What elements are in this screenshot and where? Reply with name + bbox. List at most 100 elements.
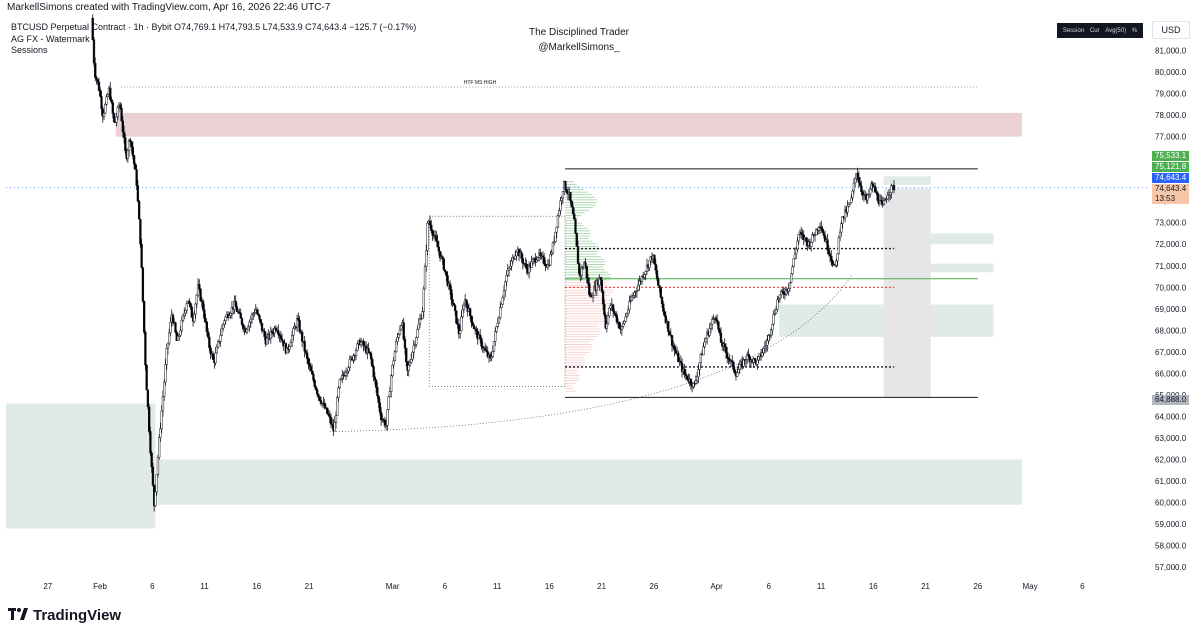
candle-body <box>571 206 575 215</box>
candle-body <box>290 335 294 343</box>
candle-body <box>683 368 686 375</box>
candle-body <box>374 379 378 388</box>
candle-body <box>556 215 560 228</box>
candle-body <box>190 306 193 318</box>
candle-body <box>578 263 581 275</box>
candle-body <box>851 190 854 199</box>
candle-body <box>811 234 814 243</box>
candle-body <box>778 294 782 299</box>
candle-body <box>648 260 651 268</box>
indicator-watermark-legend[interactable]: AG FX - Watermark <box>11 34 90 44</box>
candle-body <box>422 288 425 312</box>
candle-body <box>300 331 304 342</box>
candle-body <box>411 351 414 360</box>
candle-body <box>149 431 152 454</box>
volume-profile-bar <box>565 331 601 333</box>
candle-body <box>122 131 126 139</box>
candle-body <box>800 231 803 235</box>
y-tick-label: 73,000.0 <box>1155 219 1187 228</box>
candle-body <box>885 198 888 200</box>
candle-body <box>129 139 132 142</box>
watermark-title: The Disciplined Trader <box>528 27 630 38</box>
candle-body <box>388 391 392 397</box>
candle-body <box>551 242 555 254</box>
candle-body <box>142 300 146 333</box>
candle-body <box>714 317 718 321</box>
currency-selector[interactable]: USD <box>1152 21 1190 39</box>
candle-body <box>860 185 863 193</box>
candle-body <box>535 259 538 263</box>
candle-body <box>628 301 631 311</box>
candle-body <box>561 191 565 199</box>
tradingview-logo-icon <box>8 607 28 624</box>
candle-body <box>199 288 202 302</box>
candle-body <box>316 389 319 395</box>
x-tick-label: Mar <box>386 582 400 591</box>
symbol-legend[interactable]: BTCUSD Perpetual Contract · 1h · Bybit O… <box>11 22 417 32</box>
y-tick-label: 63,000.0 <box>1155 434 1187 443</box>
candle-body <box>836 253 839 262</box>
candle-body <box>198 284 201 290</box>
price-tag-green-second: 75,121.8 <box>1152 162 1189 172</box>
candle-body <box>570 200 573 208</box>
volume-profile-bar <box>565 300 610 302</box>
candle-body <box>402 322 405 340</box>
candle-body <box>465 299 468 306</box>
candle-body <box>554 231 557 242</box>
candle-body <box>239 312 242 319</box>
candle-body <box>838 231 842 238</box>
volume-profile-bar <box>565 344 592 345</box>
supply-zone <box>115 112 1022 137</box>
candle-body <box>821 228 824 234</box>
candle-body <box>627 309 630 315</box>
candle-body <box>415 337 418 345</box>
y-tick-label: 72,000.0 <box>1155 240 1187 249</box>
candle-body <box>601 291 605 305</box>
candle-body <box>472 324 476 329</box>
candle-body <box>428 220 432 226</box>
candle-body <box>585 265 588 279</box>
candle-body <box>211 353 215 360</box>
candle-body <box>847 203 851 207</box>
candle-body <box>504 281 507 291</box>
candle-body <box>161 396 165 412</box>
candle-body <box>723 343 726 348</box>
candle-body <box>371 358 374 367</box>
candle-body <box>288 346 291 350</box>
volume-profile-bar <box>565 362 586 364</box>
candle-body <box>827 249 830 255</box>
candle-body <box>159 428 162 438</box>
candle-body <box>866 194 869 201</box>
candle-body <box>810 241 813 247</box>
indicator-sessions-legend[interactable]: Sessions <box>11 45 48 55</box>
candle-body <box>726 352 729 359</box>
candle-body <box>469 308 472 317</box>
candle-body <box>837 237 840 254</box>
candle-body <box>791 266 794 274</box>
volume-profile-bar <box>565 388 575 389</box>
candle-body <box>180 320 183 332</box>
volume-profile-bar <box>565 359 586 361</box>
watermark-handle: @MarkellSimons_ <box>538 42 620 53</box>
candle-body <box>393 351 397 362</box>
candle-body <box>620 326 624 330</box>
candle-body <box>206 331 210 338</box>
volume-profile-bar <box>565 382 576 384</box>
y-tick-label: 64,000.0 <box>1155 413 1187 422</box>
y-tick-label: 66,000.0 <box>1155 369 1187 378</box>
tradingview-logo[interactable]: TradingView <box>8 605 121 625</box>
candle-body <box>115 116 118 123</box>
candle-body <box>458 330 462 334</box>
candle-body <box>695 376 699 381</box>
candle-body <box>221 323 225 329</box>
candle-body <box>391 364 394 376</box>
candle-body <box>869 188 872 195</box>
candle-body <box>356 343 359 351</box>
candle-body <box>431 230 434 236</box>
candle-body <box>558 210 561 216</box>
candle-body <box>313 380 316 387</box>
candle-body <box>179 330 182 336</box>
candle-body <box>164 364 167 383</box>
price-axis: 57,000.0 58,000.0 59,000.0 60,000.0 61,000.0… <box>1155 46 1187 572</box>
